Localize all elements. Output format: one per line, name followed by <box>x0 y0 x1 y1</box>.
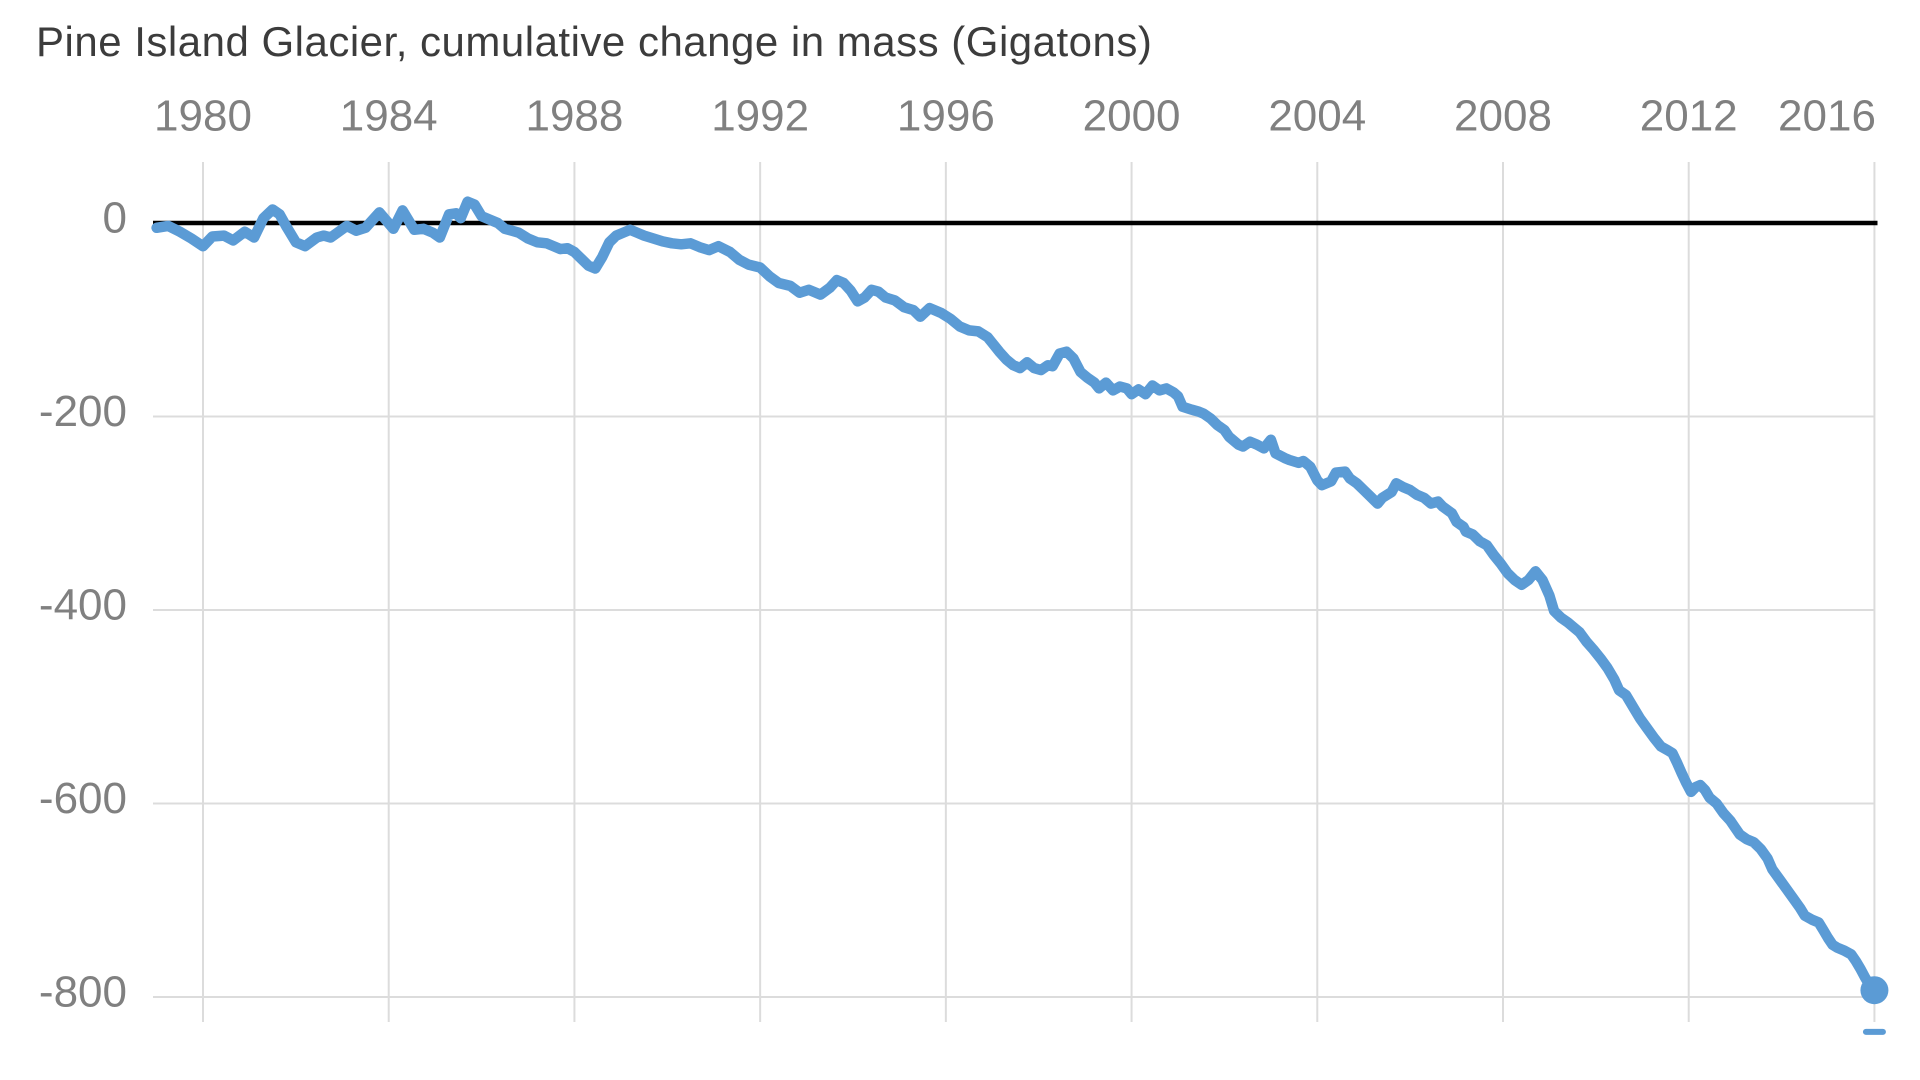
x-tick-label: 2016 <box>1778 92 1876 141</box>
y-tick-label: -600 <box>39 774 127 823</box>
y-tick-label: -200 <box>39 387 127 436</box>
x-tick-label: 2012 <box>1640 92 1738 141</box>
cutoff-label-dash <box>1862 1028 1886 1035</box>
x-tick-label: 1992 <box>711 92 809 141</box>
y-axis-labels: 0 -200 -400 -600 -800 <box>39 194 127 1017</box>
x-tick-label: 1988 <box>525 92 623 141</box>
horizontal-gridlines <box>153 415 1875 998</box>
y-tick-label: 0 <box>103 194 127 243</box>
y-tick-label: -800 <box>39 968 127 1017</box>
vertical-gridlines <box>202 162 1876 1022</box>
x-tick-label: 1980 <box>154 92 252 141</box>
x-axis-labels: 1980 1984 1988 1992 1996 2000 2004 2008 2012 2016 <box>154 92 1876 141</box>
mass-series-line <box>151 196 1880 996</box>
x-tick-label: 2004 <box>1268 92 1366 141</box>
x-tick-label: 2000 <box>1083 92 1181 141</box>
chart-title: Pine Island Glacier, cumulative change i… <box>36 18 1153 65</box>
series-end-dot <box>1860 976 1889 1005</box>
x-tick-label: 1996 <box>897 92 995 141</box>
x-tick-label: 2008 <box>1454 92 1552 141</box>
x-tick-label: 1984 <box>340 92 438 141</box>
y-tick-label: -400 <box>39 581 127 630</box>
